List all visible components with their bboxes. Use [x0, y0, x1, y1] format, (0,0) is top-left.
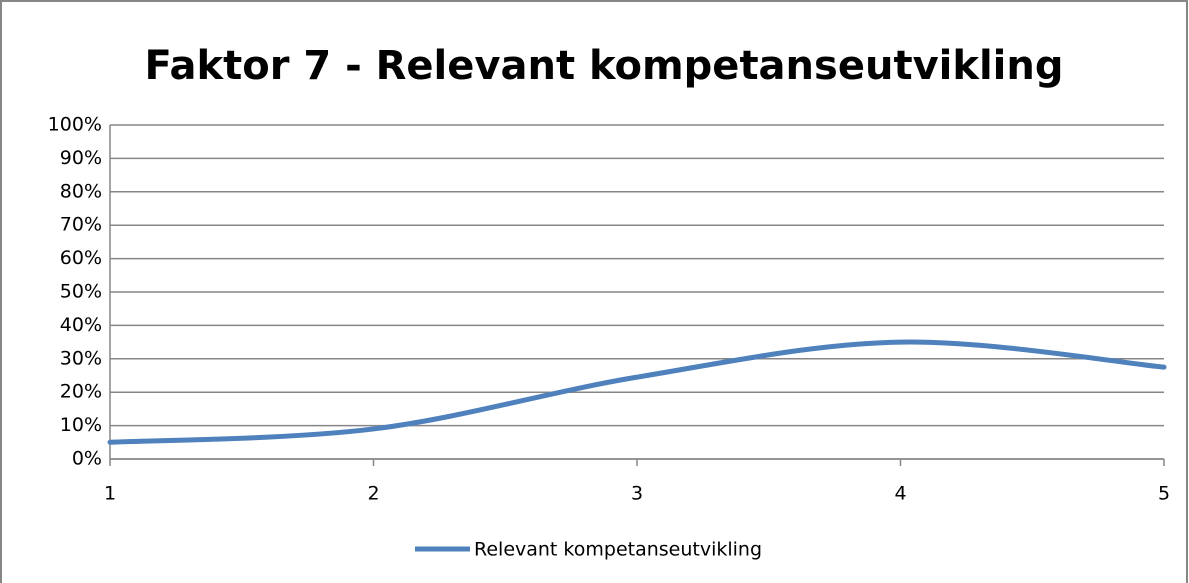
y-tick-label: 80%	[60, 180, 102, 202]
y-tick-label: 40%	[60, 314, 102, 336]
y-tick-label: 60%	[60, 247, 102, 269]
y-tick-label: 30%	[60, 347, 102, 369]
y-tick-label: 70%	[60, 214, 102, 236]
x-tick-label: 4	[894, 483, 906, 505]
y-tick-label: 90%	[60, 147, 102, 169]
x-tick-label: 3	[631, 483, 643, 505]
y-tick-label: 10%	[60, 414, 102, 436]
y-tick-label: 20%	[60, 381, 102, 403]
legend-label: Relevant kompetanseutvikling	[474, 539, 762, 561]
x-tick-label: 5	[1158, 483, 1170, 505]
data-line	[107, 339, 1167, 445]
x-tick-label: 2	[367, 483, 379, 505]
chart-title: Faktor 7 - Relevant kompetanseutvikling	[145, 43, 1064, 89]
x-tick-label: 1	[104, 483, 116, 505]
y-tick-label: 0%	[72, 448, 102, 470]
y-tick-label: 50%	[60, 281, 102, 303]
y-tick-label: 100%	[48, 114, 102, 136]
